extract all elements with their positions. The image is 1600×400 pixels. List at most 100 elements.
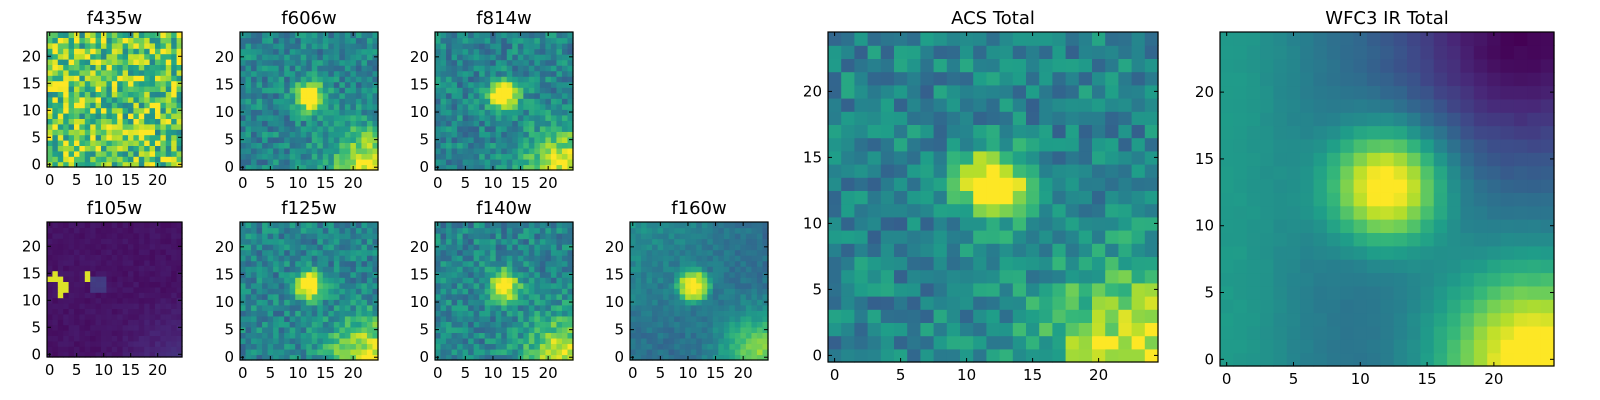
- heatmap-cell: [306, 59, 313, 66]
- heatmap-cell: [740, 271, 747, 278]
- heatmap-cell: [756, 354, 764, 361]
- heatmap-cell: [328, 326, 335, 333]
- heatmap-cell: [679, 244, 686, 251]
- heatmap-cell: [517, 299, 524, 306]
- heatmap-cell: [501, 37, 508, 44]
- heatmap-cell: [68, 243, 75, 250]
- heatmap-cell: [333, 321, 340, 328]
- heatmap-cell: [550, 326, 558, 333]
- heatmap-cell: [462, 266, 469, 273]
- heatmap-cell: [101, 140, 107, 146]
- heatmap-cell: [723, 348, 730, 356]
- heatmap-cell: [451, 222, 458, 229]
- heatmap-cell: [289, 348, 296, 356]
- heatmap-cell: [490, 288, 497, 295]
- heatmap-cell: [289, 326, 296, 333]
- heatmap-cell: [707, 249, 714, 256]
- heatmap-cell: [256, 255, 263, 262]
- heatmap-cell: [440, 288, 447, 295]
- heatmap-cell: [295, 293, 302, 300]
- heatmap-cell: [762, 227, 769, 234]
- heatmap-cell: [372, 348, 379, 356]
- heatmap-cell: [729, 238, 736, 245]
- heatmap-cell: [262, 43, 269, 50]
- heatmap-cell: [641, 255, 648, 262]
- heatmap-cell: [165, 270, 172, 277]
- heatmap-cell: [278, 266, 285, 273]
- heatmap-cell: [84, 270, 91, 277]
- heatmap-cell: [322, 337, 329, 345]
- heatmap-cell: [534, 136, 541, 143]
- x-tick-label: 5: [461, 174, 471, 192]
- heatmap-cell: [176, 222, 183, 228]
- heatmap-cell: [523, 249, 530, 256]
- heatmap-cell: [295, 260, 302, 267]
- heatmap-cell: [679, 227, 686, 234]
- heatmap-cell: [657, 238, 664, 245]
- heatmap-cell: [101, 292, 107, 299]
- heatmap-cell: [523, 277, 530, 284]
- heatmap-cell: [440, 109, 447, 116]
- heatmap-cell: [517, 87, 524, 94]
- heatmap-cell: [295, 70, 302, 77]
- heatmap-cell: [473, 70, 480, 77]
- heatmap-cell: [506, 271, 513, 278]
- heatmap-cell: [344, 120, 351, 127]
- heatmap-cell: [501, 32, 508, 39]
- heatmap-cell: [144, 270, 151, 277]
- heatmap-cell: [262, 70, 269, 77]
- heatmap-cell: [1012, 335, 1027, 350]
- heatmap-cell: [339, 310, 346, 317]
- heatmap-cell: [1144, 335, 1159, 350]
- heatmap-cell: [462, 37, 469, 44]
- heatmap-cell: [317, 337, 324, 345]
- heatmap-cell: [117, 32, 124, 38]
- heatmap-cell: [960, 230, 974, 244]
- heatmap-cell: [240, 131, 247, 138]
- heatmap-cell: [79, 91, 86, 98]
- heatmap-cell: [701, 222, 708, 229]
- heatmap-cell: [295, 76, 302, 83]
- heatmap-cell: [920, 296, 935, 310]
- heatmap-cell: [47, 303, 53, 309]
- heatmap-cell: [468, 125, 475, 132]
- heatmap-cell: [446, 293, 453, 300]
- heatmap-cell: [1026, 348, 1040, 363]
- heatmap-cell: [1026, 164, 1040, 178]
- heatmap-cell: [512, 158, 519, 166]
- heatmap-cell: [289, 293, 296, 300]
- heatmap-cell: [160, 150, 167, 157]
- heatmap-cell: [63, 265, 70, 272]
- heatmap-cell: [652, 266, 659, 273]
- heatmap-cell: [550, 304, 558, 311]
- heatmap-cell: [284, 244, 291, 251]
- heatmap-cell: [57, 145, 64, 152]
- heatmap-cell: [361, 238, 368, 245]
- heatmap-cell: [894, 216, 908, 231]
- heatmap-cell: [756, 260, 764, 267]
- heatmap-cell: [111, 48, 118, 55]
- heatmap-cell: [52, 319, 59, 326]
- heatmap-cell: [84, 297, 91, 304]
- heatmap-cell: [756, 233, 764, 240]
- heatmap-cell: [251, 120, 258, 127]
- heatmap-cell: [74, 69, 80, 76]
- heatmap-cell: [734, 354, 741, 361]
- heatmap-cell: [440, 321, 447, 328]
- heatmap-cell: [907, 335, 921, 350]
- heatmap-cell: [52, 118, 59, 125]
- heatmap-cell: [68, 238, 75, 245]
- heatmap-cell: [160, 335, 167, 342]
- heatmap-cell: [90, 102, 97, 109]
- heatmap-cell: [841, 322, 855, 337]
- heatmap-cell: [240, 343, 247, 350]
- heatmap-cell: [176, 64, 183, 71]
- heatmap-cell: [479, 131, 486, 138]
- heatmap-cell: [734, 227, 741, 234]
- heatmap-cell: [306, 266, 313, 273]
- heatmap-cell: [539, 277, 546, 284]
- heatmap-cell: [880, 164, 895, 178]
- heatmap-cell: [311, 238, 318, 245]
- heatmap-cell: [68, 297, 75, 304]
